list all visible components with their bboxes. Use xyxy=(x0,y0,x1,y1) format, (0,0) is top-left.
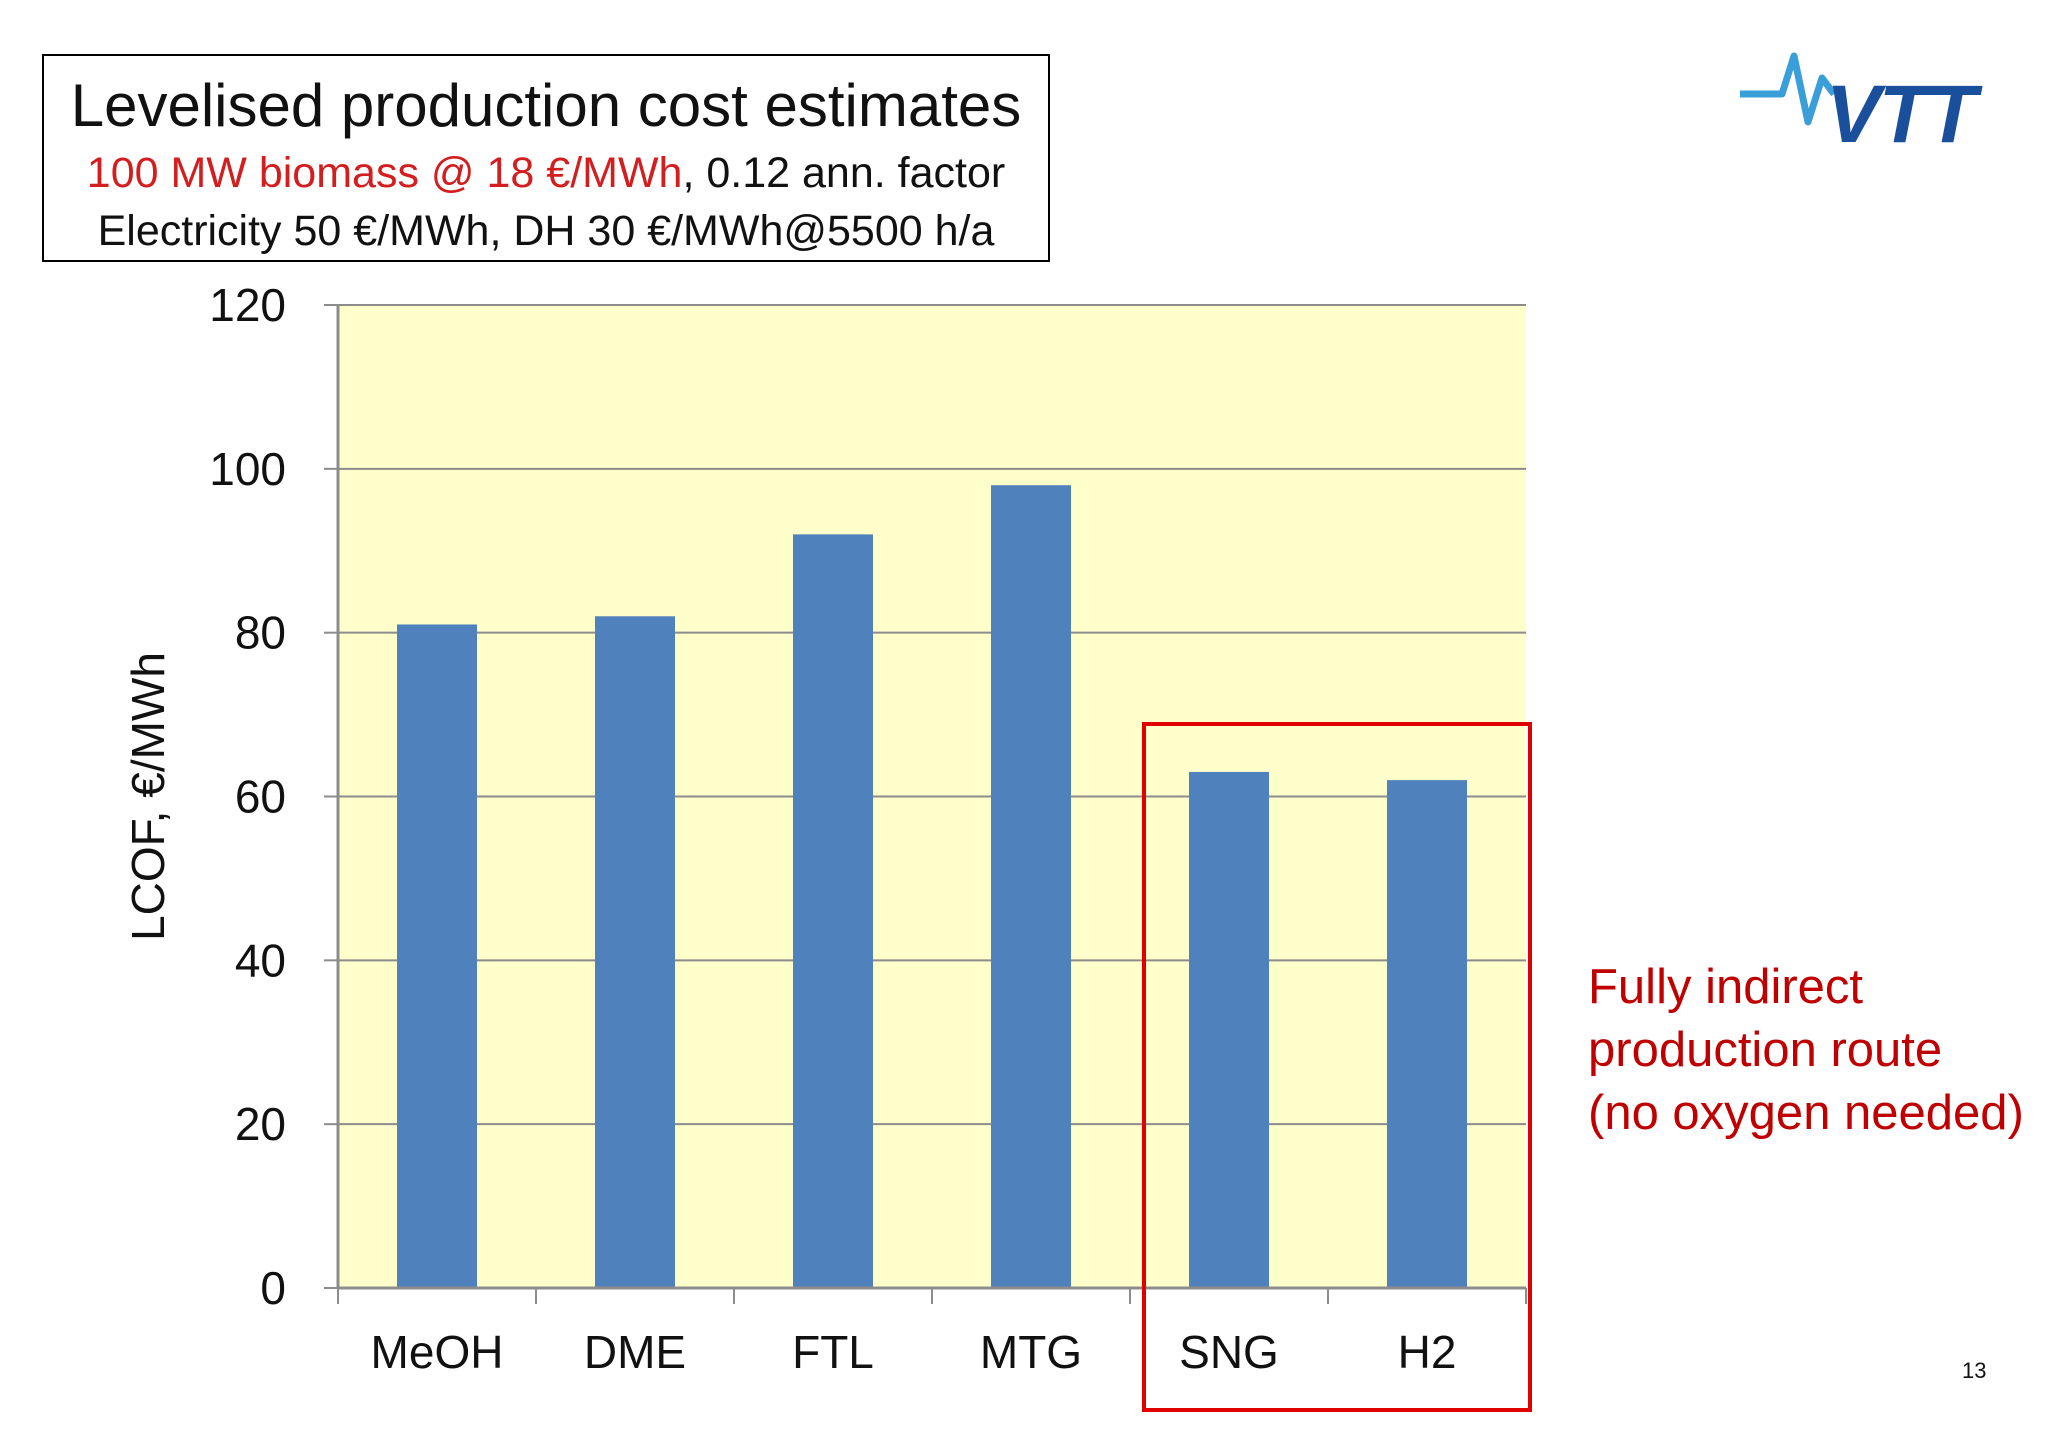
slide-subtitle-2: Electricity 50 €/MWh, DH 30 €/MWh@5500 h… xyxy=(97,207,995,255)
x-tick-label: FTL xyxy=(792,1326,874,1378)
slide-subtitle: 100 MW biomass @ 18 €/MWh, 0.12 ann. fac… xyxy=(44,144,1048,202)
x-tick-label: SNG xyxy=(1179,1326,1279,1378)
x-tick-labels: MeOH DME FTL MTG SNG H2 xyxy=(371,1326,1457,1378)
x-tick-label: DME xyxy=(584,1326,686,1378)
x-tick-label: MeOH xyxy=(371,1326,504,1378)
annotation-line-2: production route xyxy=(1588,1023,1943,1077)
x-tick-label: MTG xyxy=(980,1326,1082,1378)
y-tick-label: 20 xyxy=(235,1098,286,1150)
slide-title: Levelised production cost estimates xyxy=(70,72,1022,139)
annotation-line-1: Fully indirect xyxy=(1588,960,1864,1014)
y-tick-label: 60 xyxy=(235,771,286,823)
y-tick-labels: 0 20 40 60 80 100 120 xyxy=(209,279,286,1314)
subtitle-highlight: 100 MW biomass @ 18 €/MWh xyxy=(86,149,683,197)
annotation: Fully indirect production route (no oxyg… xyxy=(1588,956,2024,1145)
y-axis-label: LCOF, €/MWh xyxy=(122,652,174,941)
page-number: 13 xyxy=(1962,1358,1987,1383)
bar-ftl xyxy=(793,534,873,1288)
bar-mtg xyxy=(991,485,1071,1288)
logo-wave-icon xyxy=(1740,52,1837,126)
logo-text: VTT xyxy=(1826,69,1983,150)
highlight-box xyxy=(1142,722,1532,1412)
y-tick-label: 80 xyxy=(235,607,286,659)
bar-sng xyxy=(1189,771,1269,1288)
y-tick-label: 0 xyxy=(260,1262,286,1314)
title-box: Levelised production cost estimates 100 … xyxy=(42,54,1050,262)
gridlines xyxy=(324,304,1526,1289)
bars xyxy=(397,485,1467,1288)
y-tick-label: 100 xyxy=(209,443,286,495)
x-tick-label: H2 xyxy=(1398,1326,1457,1378)
bar-h2 xyxy=(1387,780,1467,1288)
bar-dme xyxy=(595,616,675,1288)
annotation-line-3: (no oxygen needed) xyxy=(1588,1086,2024,1140)
bar-meoh xyxy=(397,624,477,1288)
y-tick-label: 40 xyxy=(235,934,286,986)
vtt-logo: VTT xyxy=(1740,52,1985,150)
axes xyxy=(336,305,1527,1304)
subtitle-rest: , 0.12 ann. factor xyxy=(682,149,1006,197)
y-tick-label: 120 xyxy=(209,279,286,331)
